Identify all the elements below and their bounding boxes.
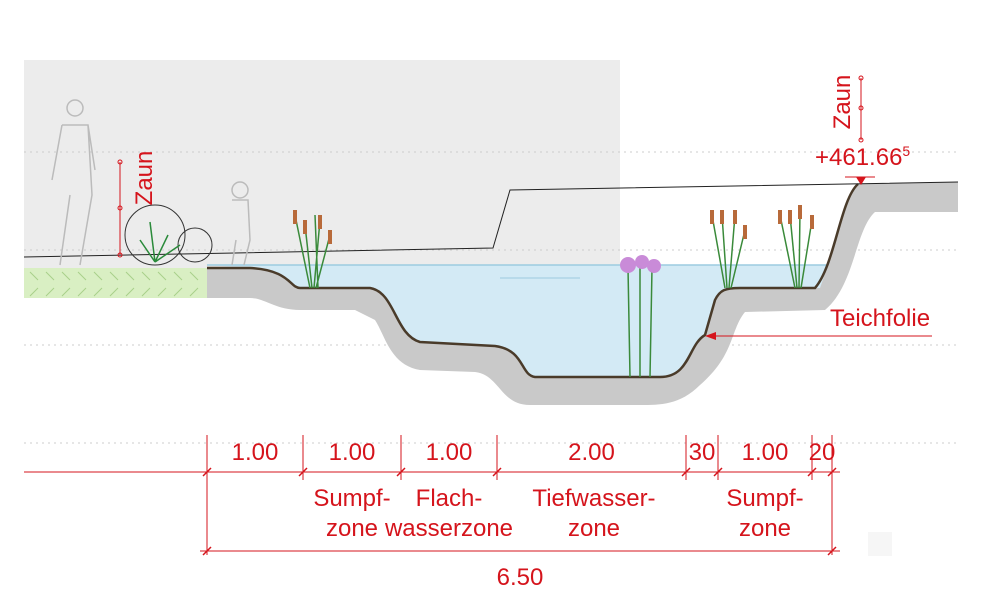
water-lilies bbox=[620, 255, 661, 273]
zone-label: wasserzone bbox=[384, 515, 513, 542]
people bbox=[51, 99, 251, 266]
fence-label: Zaun bbox=[829, 75, 856, 130]
concrete bbox=[207, 182, 958, 405]
dimensions: 6.50 1.00 1.00 1.00 2.00 30 1.00 20Sumpf-zoneF… bbox=[24, 435, 840, 591]
reed-heads bbox=[293, 205, 814, 244]
dimension-tick bbox=[713, 467, 723, 477]
zone-label: Flach- bbox=[416, 485, 483, 512]
fence-right bbox=[858, 75, 864, 143]
dimension-tick bbox=[807, 467, 817, 477]
dimension-tick bbox=[298, 467, 308, 477]
lawn-hatch bbox=[29, 271, 199, 297]
water bbox=[207, 265, 828, 377]
elevation-sup: 5 bbox=[902, 143, 910, 159]
zone-label: Sumpf- bbox=[313, 485, 390, 512]
liner-label: Teichfolie bbox=[830, 305, 930, 332]
dimension-label: 20 bbox=[809, 439, 836, 466]
fence-left bbox=[117, 159, 123, 258]
dimension-label: 1.00 bbox=[329, 439, 376, 466]
dimension-tick bbox=[202, 546, 212, 556]
dimension-tick bbox=[681, 467, 691, 477]
dimension-label: 1.00 bbox=[232, 439, 279, 466]
dimension-tick bbox=[827, 467, 837, 477]
dimension-tick bbox=[492, 467, 502, 477]
dimension-label: 30 bbox=[689, 439, 716, 466]
dimension-tick bbox=[396, 467, 406, 477]
lawn bbox=[24, 268, 208, 298]
elevation-label: +461.665 bbox=[815, 143, 910, 171]
zone-label: zone bbox=[568, 515, 620, 542]
corner-box bbox=[868, 532, 892, 556]
dimension-label: 2.00 bbox=[568, 439, 615, 466]
background-panel bbox=[24, 60, 620, 268]
pond-liner bbox=[207, 183, 859, 379]
zone-label: Tiefwasser- bbox=[532, 485, 655, 512]
reeds bbox=[294, 209, 813, 378]
fence-label: Zaun bbox=[131, 151, 158, 206]
zone-label: Sumpf- bbox=[726, 485, 803, 512]
dimension-label: 1.00 bbox=[426, 439, 473, 466]
liner-arrow bbox=[705, 332, 716, 340]
total-dimension: 6.50 bbox=[497, 564, 544, 591]
dimension-tick bbox=[827, 546, 837, 556]
dimension-tick bbox=[202, 467, 212, 477]
zone-label: zone bbox=[326, 515, 378, 542]
terrain-line bbox=[23, 181, 959, 258]
elevation-marker bbox=[856, 177, 866, 185]
zone-label: zone bbox=[739, 515, 791, 542]
elevation-value: +461.66 bbox=[815, 144, 902, 171]
dimension-label: 1.00 bbox=[742, 439, 789, 466]
shrub bbox=[124, 204, 213, 266]
